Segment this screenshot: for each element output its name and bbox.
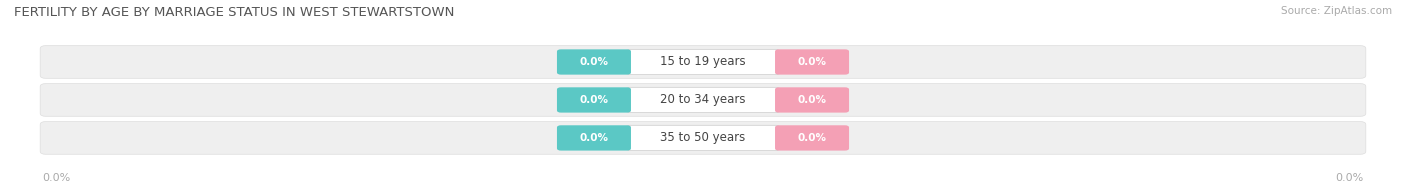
FancyBboxPatch shape — [557, 87, 631, 113]
Text: 0.0%: 0.0% — [797, 133, 827, 143]
FancyBboxPatch shape — [626, 87, 780, 113]
Text: 0.0%: 0.0% — [579, 133, 609, 143]
Text: 15 to 19 years: 15 to 19 years — [661, 55, 745, 68]
Text: 0.0%: 0.0% — [579, 57, 609, 67]
FancyBboxPatch shape — [775, 125, 849, 151]
Text: Source: ZipAtlas.com: Source: ZipAtlas.com — [1281, 6, 1392, 16]
Text: 0.0%: 0.0% — [1336, 173, 1364, 183]
Text: FERTILITY BY AGE BY MARRIAGE STATUS IN WEST STEWARTSTOWN: FERTILITY BY AGE BY MARRIAGE STATUS IN W… — [14, 6, 454, 19]
Text: 0.0%: 0.0% — [579, 95, 609, 105]
Text: 0.0%: 0.0% — [42, 173, 70, 183]
FancyBboxPatch shape — [557, 49, 631, 75]
FancyBboxPatch shape — [41, 122, 1365, 154]
FancyBboxPatch shape — [775, 49, 849, 75]
FancyBboxPatch shape — [626, 49, 780, 75]
FancyBboxPatch shape — [41, 84, 1365, 116]
FancyBboxPatch shape — [557, 125, 631, 151]
Text: 35 to 50 years: 35 to 50 years — [661, 132, 745, 144]
Text: 20 to 34 years: 20 to 34 years — [661, 93, 745, 106]
FancyBboxPatch shape — [626, 125, 780, 151]
FancyBboxPatch shape — [775, 87, 849, 113]
Text: 0.0%: 0.0% — [797, 57, 827, 67]
FancyBboxPatch shape — [41, 46, 1365, 78]
Text: 0.0%: 0.0% — [797, 95, 827, 105]
